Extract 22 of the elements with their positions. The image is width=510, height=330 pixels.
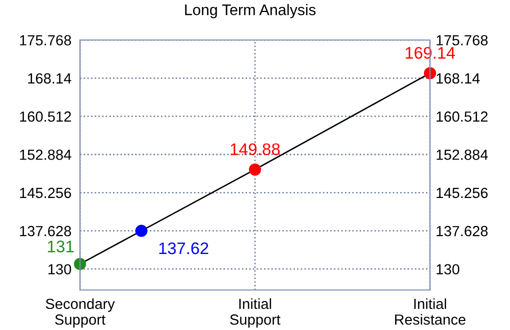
y-tick-label: 152.884 [20, 150, 72, 160]
data-label: 149.88 [230, 143, 280, 156]
y2-tick-label: 175.768 [436, 35, 488, 46]
y2-tick-label: 137.628 [436, 226, 488, 236]
x-tick-label: Secondary Support [46, 298, 115, 328]
x-tick-label: Initial Resistance [395, 298, 466, 325]
x-tick-label: Initial Support [230, 298, 280, 328]
y2-tick-label: 152.884 [436, 150, 488, 160]
y-tick-label: 137.628 [20, 226, 72, 236]
y2-tick-label: 130 [436, 264, 460, 274]
y-tick-label: 145.256 [20, 188, 72, 198]
y2-tick-label: 145.256 [436, 188, 488, 198]
y2-tick-label: 160.512 [436, 111, 488, 122]
y-tick-label: 130 [48, 264, 72, 274]
y2-tick-label: 168.14 [436, 73, 480, 84]
y-tick-label: 160.512 [20, 111, 71, 122]
y-tick-label: 175.768 [20, 35, 72, 46]
data-label: 169.14 [406, 46, 456, 59]
data-label: 137.62 [159, 242, 208, 254]
data-label: 131 [48, 240, 74, 252]
y-tick-label: 168.14 [28, 73, 72, 84]
chart-title: Long Term Analysis [185, 4, 316, 18]
